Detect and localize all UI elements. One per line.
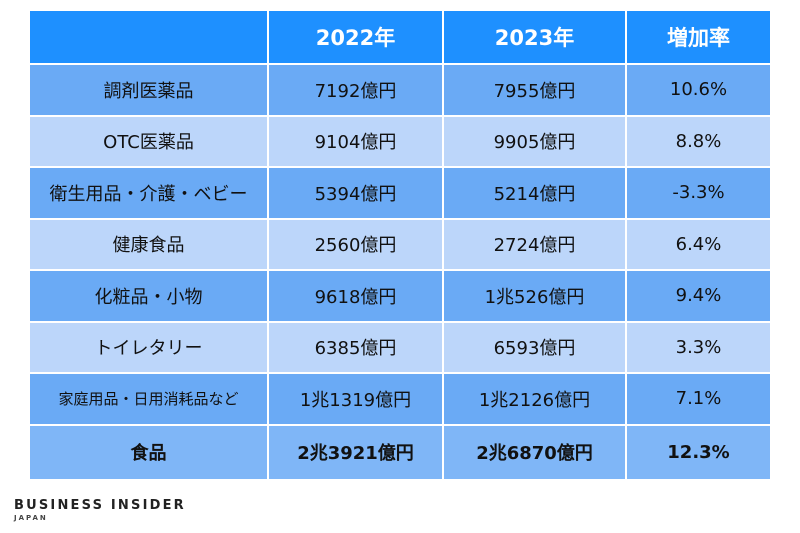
row-value-2022: 1兆1319億円 bbox=[268, 373, 444, 426]
row-category: 食品 bbox=[30, 424, 269, 481]
table-row: OTC医薬品 9104億円 9905億円 8.8% bbox=[30, 115, 770, 168]
row-value-2022: 2560億円 bbox=[268, 218, 444, 271]
row-value-2023: 1兆526億円 bbox=[443, 270, 627, 323]
row-value-2023: 6593億円 bbox=[443, 321, 627, 374]
header-category bbox=[30, 11, 269, 65]
table-row: 健康食品 2560億円 2724億円 6.4% bbox=[30, 218, 770, 271]
row-value-2022: 9618億円 bbox=[268, 270, 444, 323]
row-growth-rate: 3.3% bbox=[626, 321, 770, 374]
row-category: 衛生用品・介護・ベビー bbox=[30, 167, 269, 220]
row-value-2022: 2兆3921億円 bbox=[268, 424, 444, 481]
row-value-2023: 7955億円 bbox=[443, 64, 627, 117]
sales-table: 2022年 2023年 増加率 調剤医薬品 7192億円 7955億円 10.6… bbox=[30, 11, 770, 481]
table-row: トイレタリー 6385億円 6593億円 3.3% bbox=[30, 321, 770, 374]
row-category: 調剤医薬品 bbox=[30, 64, 269, 117]
row-category: 化粧品・小物 bbox=[30, 270, 269, 323]
row-growth-rate: 8.8% bbox=[626, 115, 770, 168]
row-growth-rate: 12.3% bbox=[626, 424, 770, 481]
row-growth-rate: 7.1% bbox=[626, 373, 770, 426]
logo-edition: JAPAN bbox=[14, 514, 48, 522]
business-insider-logo: BUSINESS INSIDER JAPAN bbox=[14, 498, 186, 522]
row-value-2023: 5214億円 bbox=[443, 167, 627, 220]
row-value-2022: 6385億円 bbox=[268, 321, 444, 374]
data-table-container: 2022年 2023年 増加率 調剤医薬品 7192億円 7955億円 10.6… bbox=[30, 11, 770, 481]
row-value-2022: 5394億円 bbox=[268, 167, 444, 220]
row-category: トイレタリー bbox=[30, 321, 269, 374]
row-category: 健康食品 bbox=[30, 218, 269, 271]
row-growth-rate: 10.6% bbox=[626, 64, 770, 117]
row-value-2022: 7192億円 bbox=[268, 64, 444, 117]
table-row: 化粧品・小物 9618億円 1兆526億円 9.4% bbox=[30, 270, 770, 323]
logo-wordmark: BUSINESS INSIDER bbox=[14, 498, 186, 513]
row-value-2023: 2724億円 bbox=[443, 218, 627, 271]
row-growth-rate: 9.4% bbox=[626, 270, 770, 323]
row-category: OTC医薬品 bbox=[30, 115, 269, 168]
row-growth-rate: -3.3% bbox=[626, 167, 770, 220]
row-value-2022: 9104億円 bbox=[268, 115, 444, 168]
row-growth-rate: 6.4% bbox=[626, 218, 770, 271]
table-header-row: 2022年 2023年 増加率 bbox=[30, 11, 770, 65]
row-value-2023: 9905億円 bbox=[443, 115, 627, 168]
header-2022: 2022年 bbox=[268, 11, 444, 65]
row-value-2023: 1兆2126億円 bbox=[443, 373, 627, 426]
table-row: 家庭用品・日用消耗品など 1兆1319億円 1兆2126億円 7.1% bbox=[30, 373, 770, 426]
row-category: 家庭用品・日用消耗品など bbox=[30, 373, 269, 426]
header-growth-rate: 増加率 bbox=[626, 11, 770, 65]
header-2023: 2023年 bbox=[443, 11, 627, 65]
row-value-2023: 2兆6870億円 bbox=[443, 424, 627, 481]
table-row: 調剤医薬品 7192億円 7955億円 10.6% bbox=[30, 64, 770, 117]
table-row-food: 食品 2兆3921億円 2兆6870億円 12.3% bbox=[30, 424, 770, 481]
table-row: 衛生用品・介護・ベビー 5394億円 5214億円 -3.3% bbox=[30, 167, 770, 220]
